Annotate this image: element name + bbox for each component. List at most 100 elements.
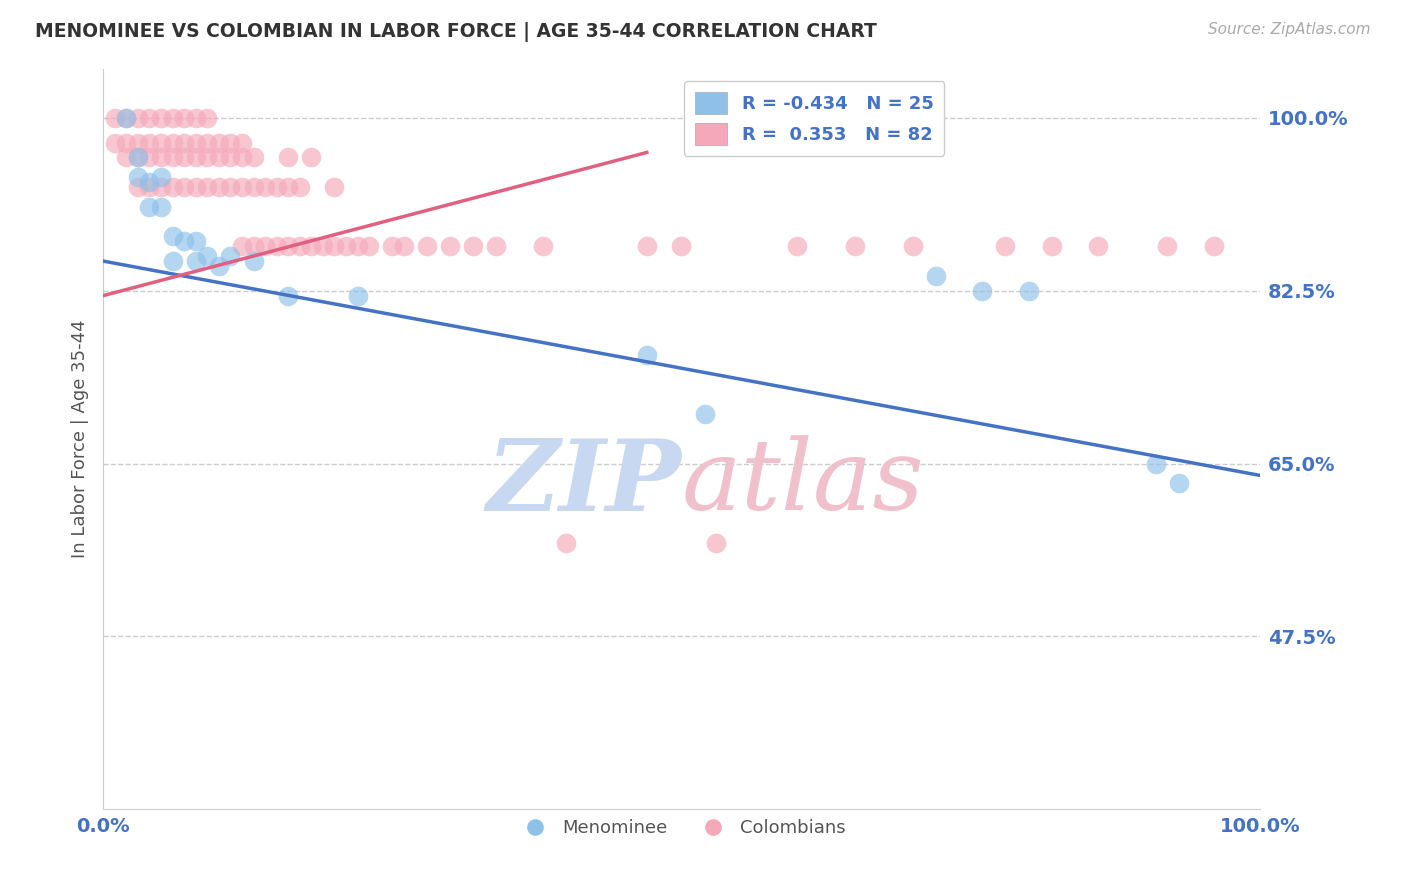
Point — [149, 111, 172, 125]
Point — [242, 150, 264, 164]
Point — [184, 111, 207, 125]
Point — [195, 150, 218, 164]
Legend: Menominee, Colombians: Menominee, Colombians — [510, 812, 853, 845]
Point — [346, 288, 368, 302]
Point — [671, 239, 693, 253]
Text: atlas: atlas — [682, 435, 924, 531]
Point — [184, 235, 207, 249]
Point — [463, 239, 485, 253]
Point — [1156, 239, 1178, 253]
Point — [277, 150, 299, 164]
Point — [323, 180, 346, 194]
Point — [972, 284, 994, 298]
Point — [208, 150, 231, 164]
Point — [359, 239, 381, 253]
Point — [554, 535, 576, 549]
Text: MENOMINEE VS COLOMBIAN IN LABOR FORCE | AGE 35-44 CORRELATION CHART: MENOMINEE VS COLOMBIAN IN LABOR FORCE | … — [35, 22, 877, 42]
Point — [335, 239, 357, 253]
Point — [173, 136, 195, 150]
Y-axis label: In Labor Force | Age 35-44: In Labor Force | Age 35-44 — [72, 319, 89, 558]
Point — [242, 239, 264, 253]
Point — [1087, 239, 1109, 253]
Point — [162, 150, 184, 164]
Point — [173, 111, 195, 125]
Point — [994, 239, 1017, 253]
Point — [231, 150, 253, 164]
Point — [346, 239, 368, 253]
Point — [127, 150, 149, 164]
Point — [288, 180, 311, 194]
Point — [277, 180, 299, 194]
Point — [381, 239, 404, 253]
Point — [115, 136, 138, 150]
Point — [231, 180, 253, 194]
Point — [416, 239, 439, 253]
Point — [219, 180, 242, 194]
Point — [231, 239, 253, 253]
Point — [266, 180, 288, 194]
Point — [636, 239, 658, 253]
Point — [127, 111, 149, 125]
Point — [254, 180, 277, 194]
Point — [219, 136, 242, 150]
Point — [925, 268, 948, 283]
Point — [138, 150, 160, 164]
Point — [149, 200, 172, 214]
Point — [242, 254, 264, 268]
Point — [195, 249, 218, 263]
Point — [127, 150, 149, 164]
Point — [1167, 476, 1189, 491]
Text: Source: ZipAtlas.com: Source: ZipAtlas.com — [1208, 22, 1371, 37]
Point — [254, 239, 277, 253]
Point — [1018, 284, 1040, 298]
Point — [195, 111, 218, 125]
Point — [844, 239, 866, 253]
Point — [277, 288, 299, 302]
Point — [173, 180, 195, 194]
Point — [138, 175, 160, 189]
Point — [104, 111, 127, 125]
Point — [162, 254, 184, 268]
Point — [173, 235, 195, 249]
Point — [901, 239, 924, 253]
Point — [138, 111, 160, 125]
Point — [312, 239, 335, 253]
Point — [127, 136, 149, 150]
Point — [184, 150, 207, 164]
Point — [299, 239, 322, 253]
Point — [162, 229, 184, 244]
Point — [162, 136, 184, 150]
Point — [219, 249, 242, 263]
Point — [115, 111, 138, 125]
Text: ZIP: ZIP — [486, 435, 682, 532]
Point — [208, 180, 231, 194]
Point — [485, 239, 508, 253]
Point — [149, 180, 172, 194]
Point — [184, 180, 207, 194]
Point — [138, 180, 160, 194]
Point — [138, 200, 160, 214]
Point — [299, 150, 322, 164]
Point — [323, 239, 346, 253]
Point — [636, 348, 658, 362]
Point — [127, 170, 149, 185]
Point — [231, 136, 253, 150]
Point — [115, 150, 138, 164]
Point — [195, 136, 218, 150]
Point — [531, 239, 554, 253]
Point — [242, 180, 264, 194]
Point — [439, 239, 461, 253]
Point — [173, 150, 195, 164]
Point — [195, 180, 218, 194]
Point — [1144, 457, 1167, 471]
Point — [162, 111, 184, 125]
Point — [104, 136, 127, 150]
Point — [138, 136, 160, 150]
Point — [786, 239, 808, 253]
Point — [208, 136, 231, 150]
Point — [1040, 239, 1063, 253]
Point — [184, 254, 207, 268]
Point — [149, 150, 172, 164]
Point — [208, 259, 231, 273]
Point — [149, 136, 172, 150]
